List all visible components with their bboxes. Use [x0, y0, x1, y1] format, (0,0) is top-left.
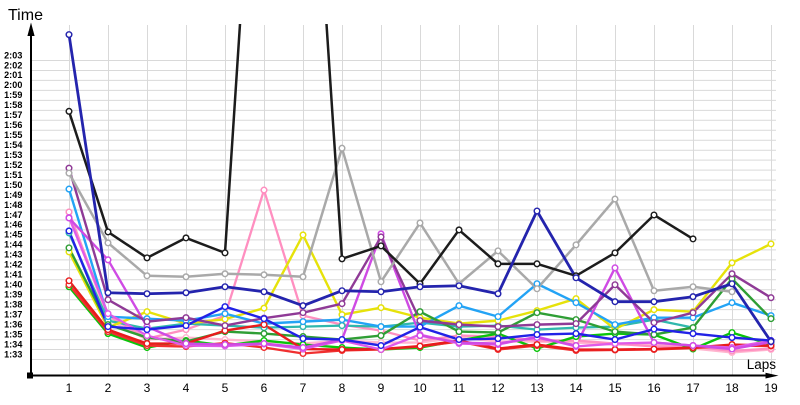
- svg-text:1:34: 1:34: [4, 339, 22, 349]
- svg-text:1:56: 1:56: [4, 120, 22, 130]
- svg-text:19: 19: [764, 381, 778, 395]
- svg-text:5: 5: [222, 381, 229, 395]
- svg-text:9: 9: [378, 381, 385, 395]
- svg-text:1:55: 1:55: [4, 130, 22, 140]
- svg-text:11: 11: [453, 381, 466, 395]
- svg-text:1:58: 1:58: [4, 100, 22, 110]
- svg-text:1:51: 1:51: [4, 170, 22, 180]
- svg-text:Laps: Laps: [747, 357, 777, 372]
- svg-text:1:59: 1:59: [4, 90, 22, 100]
- svg-text:18: 18: [725, 381, 739, 395]
- svg-text:3: 3: [144, 381, 151, 395]
- svg-text:1:46: 1:46: [4, 220, 22, 230]
- svg-text:1:38: 1:38: [4, 299, 22, 309]
- svg-text:1:45: 1:45: [4, 230, 22, 240]
- svg-text:16: 16: [647, 381, 661, 395]
- svg-text:2:02: 2:02: [4, 60, 22, 70]
- svg-text:8: 8: [339, 381, 346, 395]
- svg-text:12: 12: [491, 381, 505, 395]
- svg-text:Time: Time: [8, 7, 43, 24]
- svg-text:1:43: 1:43: [4, 250, 22, 260]
- svg-text:1:49: 1:49: [4, 190, 22, 200]
- svg-text:1:41: 1:41: [4, 270, 22, 280]
- svg-text:2:01: 2:01: [4, 70, 22, 80]
- svg-text:1:36: 1:36: [4, 319, 22, 329]
- svg-text:1:33: 1:33: [4, 349, 22, 359]
- svg-text:10: 10: [413, 381, 427, 395]
- svg-text:1:48: 1:48: [4, 200, 22, 210]
- svg-text:1:42: 1:42: [4, 260, 22, 270]
- svg-text:2: 2: [105, 381, 112, 395]
- svg-text:1:44: 1:44: [4, 240, 22, 250]
- svg-text:1:57: 1:57: [4, 110, 22, 120]
- svg-text:17: 17: [686, 381, 700, 395]
- svg-text:1:40: 1:40: [4, 280, 22, 290]
- svg-text:2:00: 2:00: [4, 80, 22, 90]
- svg-text:4: 4: [183, 381, 190, 395]
- svg-text:1:39: 1:39: [4, 290, 22, 300]
- svg-text:7: 7: [300, 381, 307, 395]
- svg-text:13: 13: [530, 381, 544, 395]
- svg-text:1: 1: [66, 381, 73, 395]
- svg-text:1:37: 1:37: [4, 309, 22, 319]
- svg-text:1:35: 1:35: [4, 329, 22, 339]
- svg-text:14: 14: [569, 381, 583, 395]
- svg-text:1:47: 1:47: [4, 210, 22, 220]
- svg-text:6: 6: [261, 381, 268, 395]
- svg-text:15: 15: [608, 381, 622, 395]
- svg-text:1:54: 1:54: [4, 140, 22, 150]
- svg-text:1:53: 1:53: [4, 150, 22, 160]
- svg-text:2:03: 2:03: [4, 50, 22, 60]
- svg-text:1:52: 1:52: [4, 160, 22, 170]
- svg-text:1:50: 1:50: [4, 180, 22, 190]
